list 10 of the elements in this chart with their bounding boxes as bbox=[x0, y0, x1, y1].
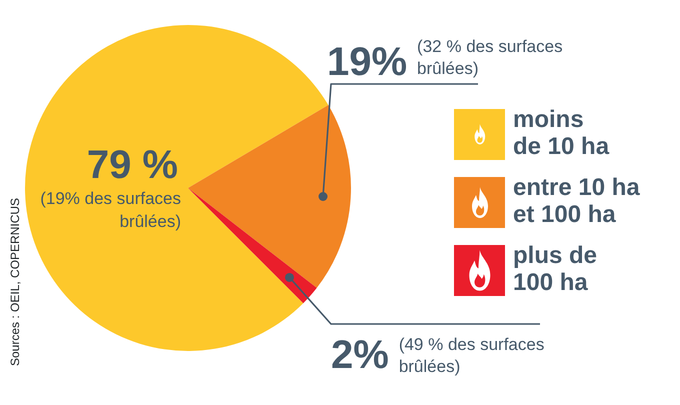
source-note: Sources : OEIL, COPERNICUS bbox=[8, 198, 22, 366]
text: (32 % des surfaces brûlées) bbox=[417, 37, 563, 78]
data-label: 19% bbox=[327, 40, 408, 84]
data-label: 79 % bbox=[86, 143, 178, 187]
text: (49 % des surfaces brûlées) bbox=[398, 335, 544, 376]
legend-label: plus de 100 ha bbox=[513, 242, 598, 296]
legend-label: entre 10 ha et 100 ha bbox=[513, 174, 641, 228]
data-label: 2% bbox=[331, 333, 389, 377]
text: (19% des surfaces brûlées) bbox=[40, 189, 181, 231]
legend-label: moins de 10 ha bbox=[513, 106, 610, 160]
